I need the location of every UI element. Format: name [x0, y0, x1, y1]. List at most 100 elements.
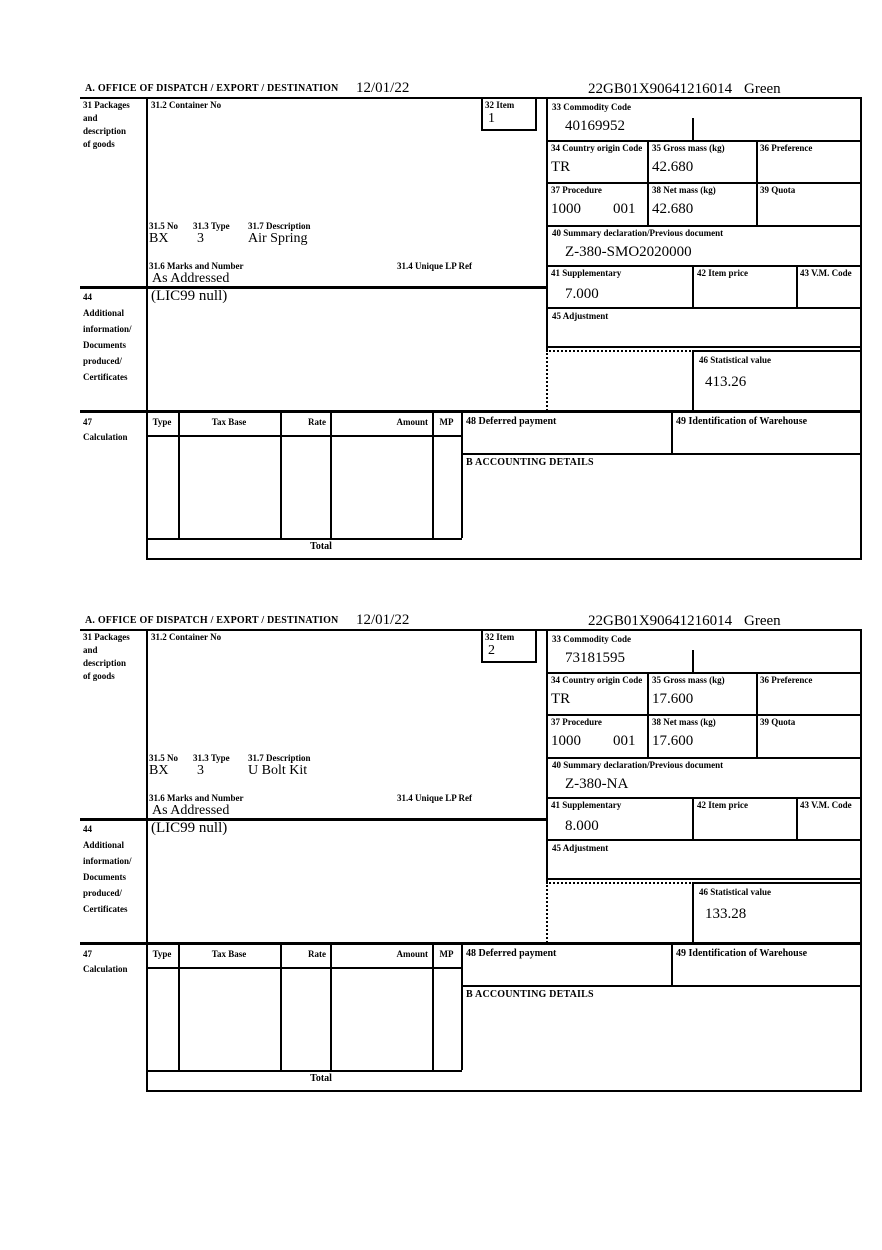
box31-label-line: of goods [83, 139, 115, 149]
package-type-label: 31.3 Type [193, 753, 230, 763]
deferred-payment-label: 48 Deferred payment [466, 416, 557, 427]
grid-line [796, 265, 798, 307]
grid-line [330, 413, 332, 538]
grid-line [330, 945, 332, 1070]
grid-line [546, 839, 862, 841]
box44-label-line: Additional [83, 308, 125, 318]
grid-line [432, 413, 434, 538]
grid-line [692, 350, 862, 352]
commodity-code-tick [692, 118, 694, 140]
procedure-code: 1000 [551, 733, 581, 749]
quota-label: 39 Quota [760, 185, 796, 195]
grid-line [280, 413, 282, 538]
box47-label: 47 Calculation [83, 947, 128, 977]
grid-line [146, 538, 462, 540]
grid-line [692, 265, 694, 307]
grid-line [80, 629, 862, 631]
package-no: BX [149, 231, 169, 246]
calc-tax-base-header: Tax Base [211, 417, 247, 427]
grid-line [796, 797, 798, 839]
box47-label-line: 47 [83, 417, 92, 427]
calc-type-header: Type [152, 949, 172, 959]
box44-label: 44 Additional information/ Documents pro… [83, 821, 132, 917]
box31-label-line: 31 Packages [83, 100, 130, 110]
grid-line [860, 97, 862, 560]
grid-line [146, 1070, 462, 1072]
declaration-date: 12/01/22 [356, 80, 410, 96]
grid-line [860, 629, 862, 1092]
package-type-label: 31.3 Type [193, 221, 230, 231]
goods-description: Air Spring [248, 231, 308, 246]
commodity-code: 40169952 [565, 118, 625, 134]
grid-line [546, 346, 862, 348]
container-no-label: 31.2 Container No [151, 100, 222, 110]
box44-label-line: information/ [83, 856, 132, 866]
procedure-label: 37 Procedure [551, 717, 602, 727]
grid-line [80, 97, 862, 99]
document-reference: 22GB01X90641216014 [588, 613, 733, 629]
item-number: 2 [488, 643, 495, 658]
calc-amount-header: Amount [396, 417, 428, 427]
preference-label: 36 Preference [760, 143, 813, 153]
grid-line [546, 225, 862, 227]
supplementary-label: 41 Supplementary [551, 800, 622, 810]
box31-label: 31 Packages and description of goods [83, 631, 130, 683]
calc-rate-header: Rate [308, 417, 326, 427]
grid-line [80, 410, 862, 413]
grid-line [432, 945, 434, 1070]
box47-label-line: 47 [83, 949, 92, 959]
statistical-value-label: 46 Statistical value [699, 887, 771, 897]
item-label: 32 Item [485, 100, 515, 110]
marks-and-number: As Addressed [152, 271, 230, 286]
box44-label-line: Certificates [83, 372, 128, 382]
preference-label: 36 Preference [760, 675, 813, 685]
grid-line [178, 413, 180, 538]
description-label: 31.7 Description [248, 221, 311, 231]
dotted-line [546, 882, 548, 943]
grid-line [546, 265, 862, 267]
gross-mass-label: 35 Gross mass (kg) [652, 143, 725, 153]
accounting-details-label: B ACCOUNTING DETAILS [466, 989, 594, 1000]
grid-line [692, 882, 694, 943]
box44-label-line: Additional [83, 840, 125, 850]
net-mass-label: 38 Net mass (kg) [652, 185, 716, 195]
grid-line [546, 140, 862, 142]
package-type: 3 [197, 763, 204, 778]
grid-line [546, 672, 862, 674]
grid-line [280, 945, 282, 1070]
grid-line [671, 413, 673, 453]
calc-type-header: Type [152, 417, 172, 427]
box47-label: 47 Calculation [83, 415, 128, 445]
gross-mass: 42.680 [652, 159, 694, 175]
unique-lp-ref-label: 31.4 Unique LP Ref [397, 793, 473, 803]
calc-amount-header: Amount [396, 949, 428, 959]
routing-status: Green [744, 81, 781, 97]
additional-information: (LIC99 null) [151, 288, 228, 304]
grid-line [692, 882, 862, 884]
procedure-code: 1000 [551, 201, 581, 217]
grid-line [178, 945, 180, 1070]
grid-line [461, 985, 862, 987]
item-price-label: 42 Item price [697, 800, 748, 810]
grid-line [546, 757, 862, 759]
package-no-label: 31.5 No [149, 221, 178, 231]
box31-label-line: description [83, 658, 127, 668]
box31-label-line: 31 Packages [83, 632, 130, 642]
box44-label-line: Documents [83, 340, 126, 350]
box44-label: 44 Additional information/ Documents pro… [83, 289, 132, 385]
document-reference: 22GB01X90641216014 [588, 81, 733, 97]
commodity-code: 73181595 [565, 650, 625, 666]
grid-line [146, 629, 148, 1092]
box31-label-line: and [83, 113, 98, 123]
statistical-value-label: 46 Statistical value [699, 355, 771, 365]
item-number-box [481, 97, 537, 131]
calc-rate-header: Rate [308, 949, 326, 959]
box44-label-line: information/ [83, 324, 132, 334]
additional-information: (LIC99 null) [151, 820, 228, 836]
declaration-item-block-2: A. OFFICE OF DISPATCH / EXPORT / DESTINA… [0, 612, 882, 1094]
summary-declaration: Z-380-SMO2020000 [565, 244, 692, 260]
office-of-dispatch-label: A. OFFICE OF DISPATCH / EXPORT / DESTINA… [85, 83, 339, 94]
grid-line [80, 818, 547, 821]
net-mass: 17.600 [652, 733, 694, 749]
